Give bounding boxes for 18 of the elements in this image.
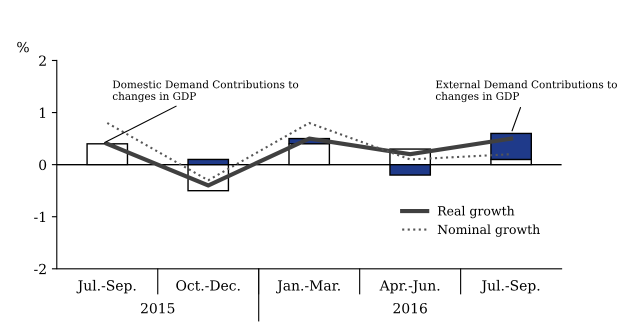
text: 2015 — [141, 302, 174, 314]
y-axis-title: % — [17, 42, 29, 52]
text: External Demand Contributions to changes in GDP — [436, 80, 617, 102]
x-tick-label: Jul.-Sep. — [480, 280, 540, 294]
text: Domestic Demand Contributions to changes in GDP — [112, 80, 298, 102]
text: 2016 — [393, 302, 427, 314]
legend-label: Real growth — [438, 206, 514, 218]
x-tick-label: Jul.-Sep. — [76, 280, 136, 294]
y-tick-label: -1 — [34, 212, 46, 222]
y-tick-label: 2 — [39, 55, 46, 66]
x-tick-label: Apr.-Jun. — [380, 280, 440, 294]
legend-label: Nominal growth — [438, 224, 540, 237]
y-tick-label: 0 — [39, 160, 46, 170]
x-tick-label: Oct.-Dec. — [176, 280, 240, 291]
x-tick-label: Jan.-Mar. — [276, 280, 340, 294]
line-series — [105, 136, 514, 188]
y-tick-label: 1 — [40, 108, 46, 118]
y-tick-label: -2 — [34, 264, 46, 274]
